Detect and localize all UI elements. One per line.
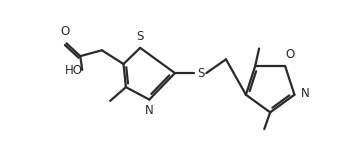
- Text: N: N: [145, 104, 154, 117]
- Text: S: S: [137, 30, 144, 43]
- Text: HO: HO: [64, 64, 82, 77]
- Text: S: S: [198, 67, 205, 80]
- Text: N: N: [301, 87, 310, 100]
- Text: O: O: [60, 25, 69, 38]
- Text: O: O: [286, 48, 295, 61]
